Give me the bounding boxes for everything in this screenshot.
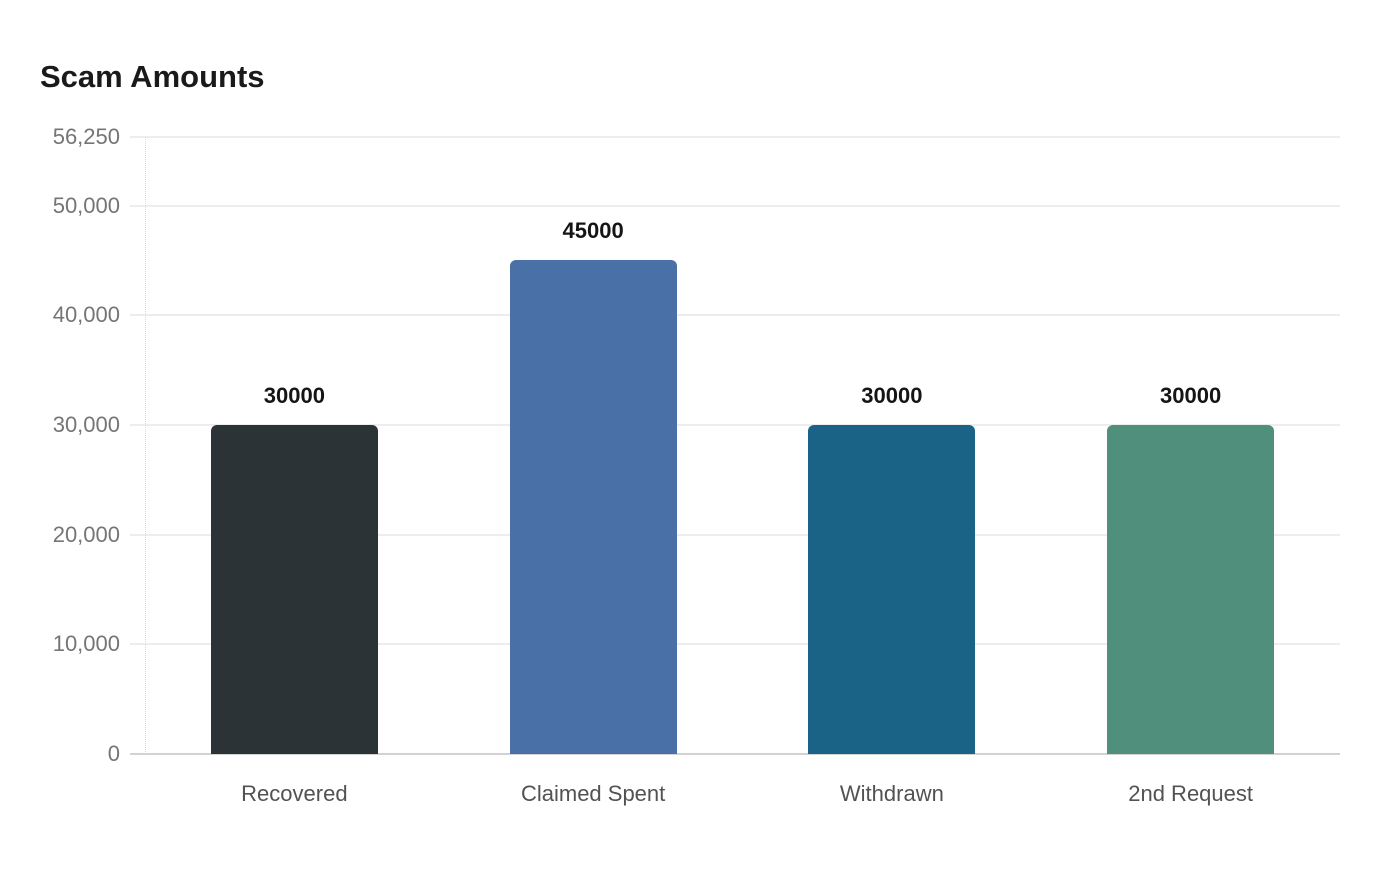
y-tick-label: 10,000 bbox=[52, 631, 120, 657]
y-tick-label: 30,000 bbox=[52, 411, 120, 437]
y-tick-label: 40,000 bbox=[52, 302, 120, 328]
y-tick-label: 20,000 bbox=[52, 521, 120, 547]
y-gridline bbox=[130, 136, 1340, 138]
chart-title: Scam Amounts bbox=[40, 59, 265, 94]
y-tick-label: 0 bbox=[107, 741, 120, 766]
x-category-label: Claimed Spent bbox=[520, 781, 666, 806]
y-gridline bbox=[130, 533, 1340, 536]
x-category-label: Withdrawn bbox=[839, 781, 944, 806]
y-axis-line bbox=[145, 137, 146, 754]
bar-value-label: 30000 bbox=[263, 382, 325, 408]
bar-withdrawn bbox=[808, 424, 976, 754]
y-gridline bbox=[130, 314, 1340, 317]
bar-claimed-spent bbox=[509, 260, 677, 754]
bar-value-label: 30000 bbox=[1160, 382, 1222, 408]
x-category-label: Recovered bbox=[241, 781, 348, 806]
y-gridline bbox=[130, 204, 1340, 207]
y-gridline bbox=[130, 423, 1340, 426]
y-gridline bbox=[130, 643, 1340, 646]
bar-2nd-request bbox=[1107, 424, 1275, 754]
bar-value-label: 30000 bbox=[861, 382, 923, 408]
y-tick-label: 56,250 bbox=[52, 124, 120, 149]
y-tick-label: 50,000 bbox=[52, 192, 120, 218]
x-category-label: 2nd Request bbox=[1128, 781, 1253, 806]
x-axis-line bbox=[130, 753, 1340, 755]
bar-recovered bbox=[210, 424, 378, 754]
bar-value-label: 45000 bbox=[562, 218, 624, 244]
